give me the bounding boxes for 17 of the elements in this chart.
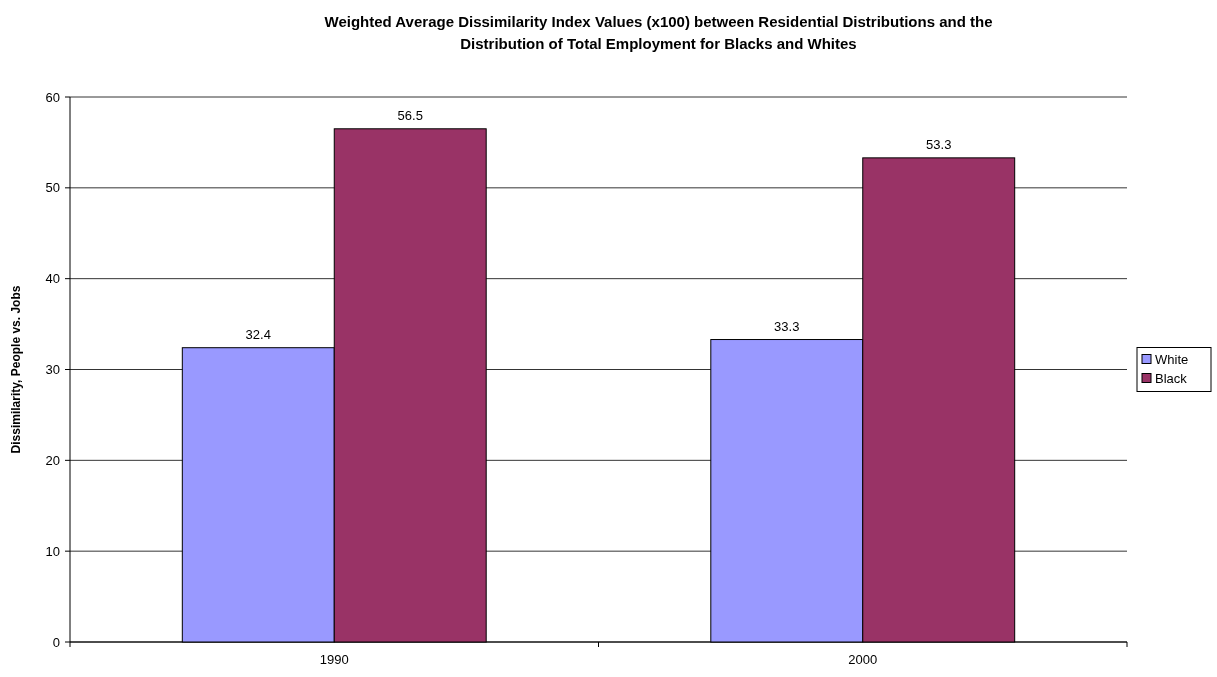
y-tick-label: 40: [45, 271, 60, 287]
data-label: 32.4: [245, 326, 271, 342]
data-label: 56.5: [397, 107, 423, 123]
x-tick-label: 1990: [319, 652, 349, 667]
y-tick-label: 10: [45, 543, 60, 559]
y-tick-label: 0: [52, 634, 60, 650]
y-tick-label: 20: [45, 452, 60, 468]
x-tick-label: 2000: [848, 652, 878, 667]
legend-label: White: [1155, 351, 1189, 367]
y-axis-title: Dissimilarity, People vs. Jobs: [9, 285, 23, 454]
y-tick-label: 30: [45, 362, 60, 377]
data-label: 33.3: [774, 318, 800, 334]
data-label: 53.3: [926, 136, 952, 152]
y-tick-label: 60: [45, 89, 60, 105]
y-tick-label: 50: [45, 180, 60, 196]
chart-title: Weighted Average Dissimilarity Index Values (x100) between Residential Distributions and the Distribution of Total Employment for Blacks and Whites: [324, 13, 993, 52]
legend-label: Black: [1155, 370, 1188, 386]
